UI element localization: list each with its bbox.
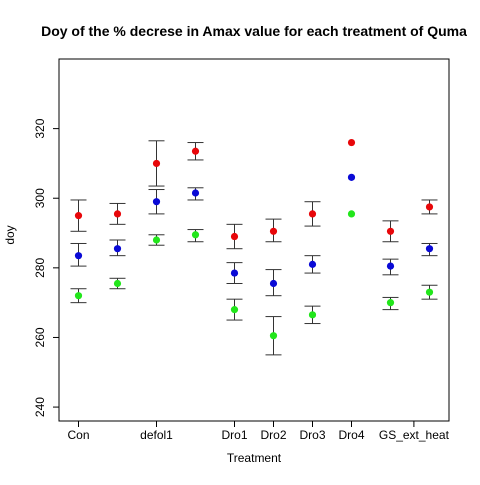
x-axis-label: Treatment [227, 451, 282, 465]
chart-title: Doy of the % decrese in Amax value for e… [41, 23, 467, 39]
x-tick-label: Dro2 [260, 428, 286, 442]
data-point [191, 189, 200, 197]
x-tick-label: Dro3 [299, 428, 325, 442]
data-point [425, 203, 434, 211]
data-point [74, 252, 83, 260]
data-point [269, 279, 278, 288]
x-tick-label: Dro1 [221, 428, 247, 442]
y-tick-label: 240 [33, 397, 47, 417]
data-point [308, 260, 317, 268]
data-point [191, 231, 200, 239]
y-tick-label: 320 [33, 118, 47, 138]
data-point [230, 306, 239, 314]
data-point [347, 210, 356, 218]
x-tick-label: GS_ext_heat [379, 428, 450, 442]
data-point [386, 262, 395, 270]
error-bars [70, 140, 438, 356]
data-point [152, 198, 161, 206]
data-point [269, 332, 278, 340]
y-tick-label: 300 [33, 188, 47, 208]
data-point [191, 147, 200, 155]
data-point [152, 236, 161, 244]
data-point [74, 212, 83, 220]
data-point [113, 279, 122, 288]
data-point [308, 210, 317, 218]
data-point [347, 173, 356, 181]
y-axis-label: doy [3, 225, 17, 244]
data-point [425, 245, 434, 253]
y-tick-label: 260 [33, 327, 47, 347]
data-point [386, 227, 395, 235]
data-point [425, 288, 434, 296]
data-point [269, 227, 278, 235]
y-tick-label: 280 [33, 258, 47, 278]
axis-ticks: 240 260 280 300 320 Con defol1 Dro1 Dro2 Dro3 Dro4… [33, 118, 450, 442]
data-point [347, 138, 356, 147]
data-point [74, 292, 83, 300]
data-point [152, 159, 161, 168]
data-points [74, 138, 434, 340]
x-tick-label: defol1 [140, 428, 173, 442]
x-tick-label: Con [67, 428, 89, 442]
data-point [113, 245, 122, 253]
data-point [113, 210, 122, 218]
data-point [386, 299, 395, 307]
plot-frame [58, 58, 450, 422]
x-tick-label: Dro4 [338, 428, 364, 442]
data-point [230, 232, 239, 241]
data-point [230, 269, 239, 277]
data-point [308, 311, 317, 319]
